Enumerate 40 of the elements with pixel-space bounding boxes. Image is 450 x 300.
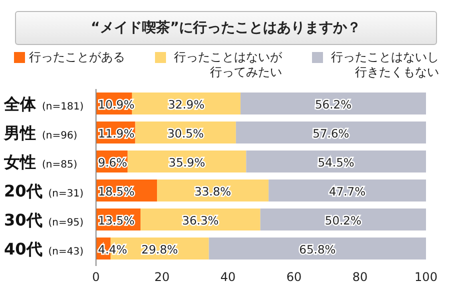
data-label: 47.7% <box>329 184 366 198</box>
data-label: 33.8% <box>194 184 232 198</box>
x-tick-label: 20 <box>154 270 170 284</box>
chart-title: “メイド喫茶”に行ったことはありますか？ <box>15 11 437 45</box>
y-tick-label: 40代 (n=43) <box>4 240 84 258</box>
bar <box>236 122 426 144</box>
bar <box>246 150 426 172</box>
data-label: 29.8% <box>141 242 178 256</box>
bar <box>208 238 426 260</box>
legend-label: 行ったことはないが行ってみたい <box>173 50 282 80</box>
data-label: 9.6% <box>98 156 128 170</box>
data-label: 35.9% <box>168 156 206 170</box>
data-label: 18.5% <box>98 184 135 198</box>
x-tick-label: 0 <box>92 270 100 284</box>
x-tick-label: 100 <box>414 270 438 284</box>
y-tick-label: 30代 (n=95) <box>4 210 84 230</box>
data-label: 10.9% <box>98 98 135 112</box>
y-tick-label: 20代 (n=31) <box>4 182 84 200</box>
data-label: 56.2% <box>314 98 352 112</box>
data-label: 54.5% <box>318 156 354 170</box>
data-label: 57.6% <box>312 126 350 140</box>
legend-label: 行ったことがある <box>29 50 125 65</box>
data-label: 13.5% <box>98 214 135 228</box>
bar <box>260 208 426 230</box>
x-tick-label: 80 <box>352 270 368 284</box>
x-tick-label: 60 <box>286 270 302 284</box>
data-label: 4.4% <box>98 242 128 256</box>
legend-label: 行ったことはないし行きたくもない <box>330 50 439 80</box>
bar <box>240 92 426 114</box>
y-tick-label: 女性 (n=85) <box>3 152 78 172</box>
data-label: 32.9% <box>168 98 205 112</box>
data-label: 11.9% <box>98 126 135 140</box>
data-label: 36.3% <box>182 214 219 228</box>
data-label: 50.2% <box>324 214 362 228</box>
y-tick-label: 男性 (n=96) <box>3 124 78 142</box>
data-label: 30.5% <box>167 126 204 140</box>
data-label: 65.8% <box>299 242 336 256</box>
y-tick-label: 全体 (n=181) <box>3 94 84 114</box>
bar <box>268 180 426 202</box>
x-tick-label: 40 <box>220 270 236 284</box>
